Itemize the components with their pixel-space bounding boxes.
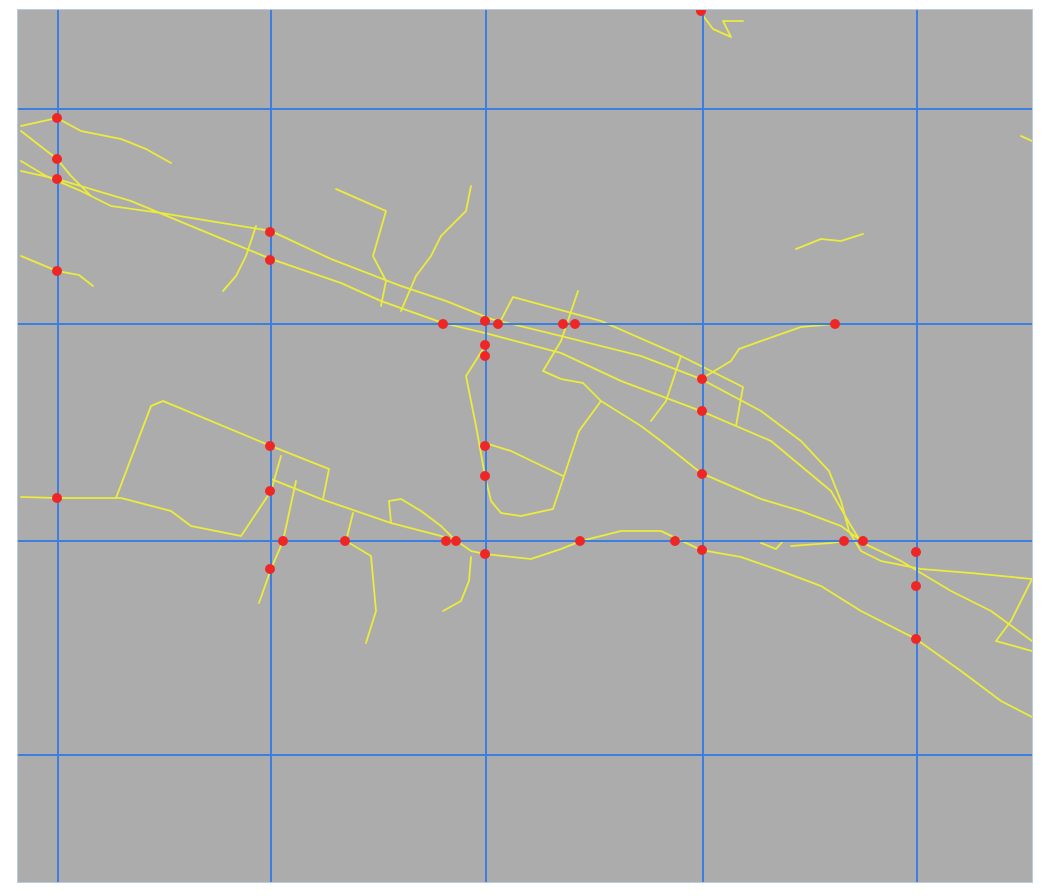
intersection-dot-icon[interactable] xyxy=(570,319,580,329)
road-segment xyxy=(222,225,257,292)
intersection-dot-icon[interactable] xyxy=(697,374,707,384)
road-segment xyxy=(650,355,682,422)
road-segment xyxy=(345,512,377,644)
road-segment xyxy=(995,578,1032,652)
intersection-dot-icon[interactable] xyxy=(52,266,62,276)
intersection-dot-icon[interactable] xyxy=(52,113,62,123)
road-segment xyxy=(442,556,472,612)
intersection-dot-icon[interactable] xyxy=(265,227,275,237)
road-segment xyxy=(115,400,330,500)
road-segment xyxy=(20,170,1032,642)
intersection-dot-icon[interactable] xyxy=(697,545,707,555)
road-segment xyxy=(335,188,387,307)
road-segment xyxy=(20,117,172,164)
road-segment xyxy=(258,480,297,604)
intersection-dot-icon[interactable] xyxy=(278,536,288,546)
intersection-dot-icon[interactable] xyxy=(265,486,275,496)
intersection-dot-icon[interactable] xyxy=(839,536,849,546)
intersection-dot-icon[interactable] xyxy=(52,174,62,184)
intersection-points xyxy=(52,10,921,644)
intersection-dot-icon[interactable] xyxy=(696,10,706,16)
intersection-dot-icon[interactable] xyxy=(558,319,568,329)
road-segment xyxy=(795,233,864,250)
road-segment xyxy=(20,160,1032,580)
intersection-dot-icon[interactable] xyxy=(480,441,490,451)
road-segment xyxy=(20,255,94,287)
intersection-dot-icon[interactable] xyxy=(340,536,350,546)
intersection-dot-icon[interactable] xyxy=(830,319,840,329)
map-canvas[interactable] xyxy=(18,10,1032,882)
road-segment xyxy=(700,323,836,380)
intersection-dot-icon[interactable] xyxy=(52,493,62,503)
intersection-dot-icon[interactable] xyxy=(858,536,868,546)
intersection-dot-icon[interactable] xyxy=(438,319,448,329)
road-segment xyxy=(20,130,92,197)
intersection-dot-icon[interactable] xyxy=(480,471,490,481)
intersection-dot-icon[interactable] xyxy=(697,469,707,479)
road-segment xyxy=(484,442,564,477)
intersection-dot-icon[interactable] xyxy=(265,441,275,451)
intersection-dot-icon[interactable] xyxy=(265,255,275,265)
intersection-dot-icon[interactable] xyxy=(697,406,707,416)
map-background xyxy=(18,10,1032,882)
map-frame[interactable] xyxy=(17,9,1033,883)
road-segment xyxy=(20,455,282,537)
intersection-dot-icon[interactable] xyxy=(575,536,585,546)
road-segment xyxy=(542,290,864,543)
intersection-dot-icon[interactable] xyxy=(451,536,461,546)
road-segment xyxy=(388,498,457,542)
intersection-dot-icon[interactable] xyxy=(480,351,490,361)
intersection-dot-icon[interactable] xyxy=(480,549,490,559)
intersection-dot-icon[interactable] xyxy=(52,154,62,164)
road-segment xyxy=(498,296,744,427)
road-segment xyxy=(700,12,744,38)
road-segment xyxy=(1020,135,1032,142)
road-segment xyxy=(400,185,472,312)
intersection-dot-icon[interactable] xyxy=(911,634,921,644)
road-segment xyxy=(760,540,784,550)
intersection-dot-icon[interactable] xyxy=(911,547,921,557)
intersection-dot-icon[interactable] xyxy=(670,536,680,546)
intersection-dot-icon[interactable] xyxy=(441,536,451,546)
intersection-dot-icon[interactable] xyxy=(493,319,503,329)
road-segment xyxy=(465,345,602,517)
intersection-dot-icon[interactable] xyxy=(480,340,490,350)
intersection-dot-icon[interactable] xyxy=(911,581,921,591)
intersection-dot-icon[interactable] xyxy=(480,316,490,326)
intersection-dot-icon[interactable] xyxy=(265,564,275,574)
